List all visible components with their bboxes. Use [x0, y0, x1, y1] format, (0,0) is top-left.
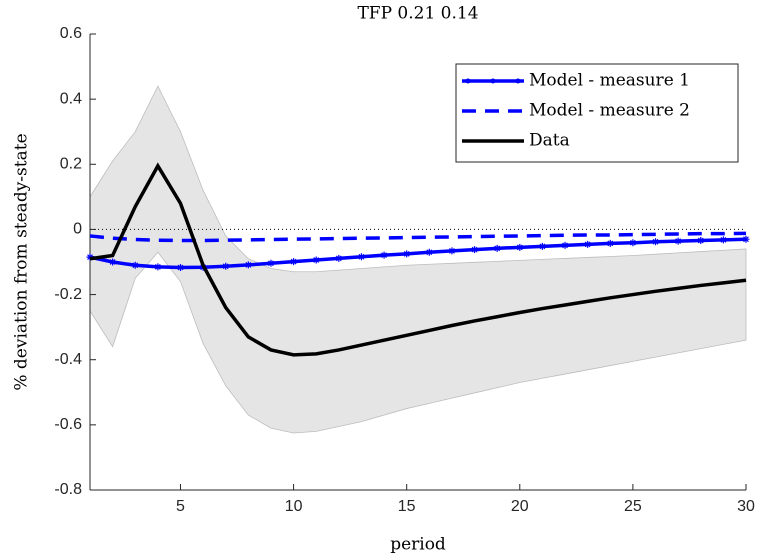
- marker: [448, 247, 456, 255]
- marker: [380, 251, 388, 259]
- legend-label: Model - measure 1: [529, 71, 690, 91]
- marker: [629, 239, 637, 247]
- series-group: [86, 235, 750, 272]
- series-group: [89, 231, 747, 243]
- marker: [154, 263, 162, 271]
- marker: [109, 258, 117, 266]
- x-tick-label: 15: [398, 498, 416, 515]
- marker: [538, 242, 546, 250]
- legend-marker: [515, 78, 521, 84]
- x-tick-label: 30: [737, 498, 755, 515]
- marker: [244, 261, 252, 269]
- series-line: [89, 231, 747, 243]
- x-tick-label: 10: [285, 498, 303, 515]
- legend-label: Model - measure 2: [529, 101, 690, 121]
- marker: [516, 243, 524, 251]
- marker: [357, 253, 365, 261]
- x-tick-label: 5: [176, 498, 185, 515]
- series-line: [89, 162, 747, 357]
- marker: [335, 254, 343, 262]
- marker: [719, 236, 727, 244]
- y-axis-label: % deviation from steady-state: [12, 133, 32, 390]
- y-tick-label: -0.4: [54, 351, 82, 368]
- y-tick-label: 0: [73, 221, 82, 238]
- y-tick-label: -0.6: [54, 416, 82, 433]
- x-tick-label: 20: [511, 498, 529, 515]
- marker: [742, 235, 750, 243]
- chart-title: TFP 0.21 0.14: [357, 4, 478, 24]
- marker: [425, 248, 433, 256]
- marker: [222, 262, 230, 270]
- marker: [561, 241, 569, 249]
- marker: [652, 238, 660, 246]
- confidence-band: [89, 85, 747, 434]
- x-tick-label: 25: [624, 498, 642, 515]
- y-tick-label: 0.4: [60, 90, 82, 107]
- marker: [131, 261, 139, 269]
- y-tick-label: 0.6: [60, 25, 82, 42]
- marker: [176, 264, 184, 272]
- legend-marker: [465, 78, 471, 84]
- marker: [267, 259, 275, 267]
- y-tick-label: -0.2: [54, 286, 82, 303]
- y-tick-label: 0.2: [60, 156, 82, 173]
- marker: [493, 244, 501, 252]
- x-axis-label: period: [390, 535, 446, 555]
- series-group: [89, 162, 747, 357]
- legend-marker: [490, 78, 496, 84]
- legend-label: Data: [529, 131, 570, 151]
- marker: [471, 246, 479, 254]
- marker: [584, 240, 592, 248]
- marker: [403, 250, 411, 258]
- marker: [312, 256, 320, 264]
- marker: [674, 237, 682, 245]
- marker: [290, 258, 298, 266]
- y-tick-label: -0.8: [54, 481, 82, 498]
- marker: [606, 239, 614, 247]
- series-line: [89, 237, 747, 270]
- marker: [697, 237, 705, 245]
